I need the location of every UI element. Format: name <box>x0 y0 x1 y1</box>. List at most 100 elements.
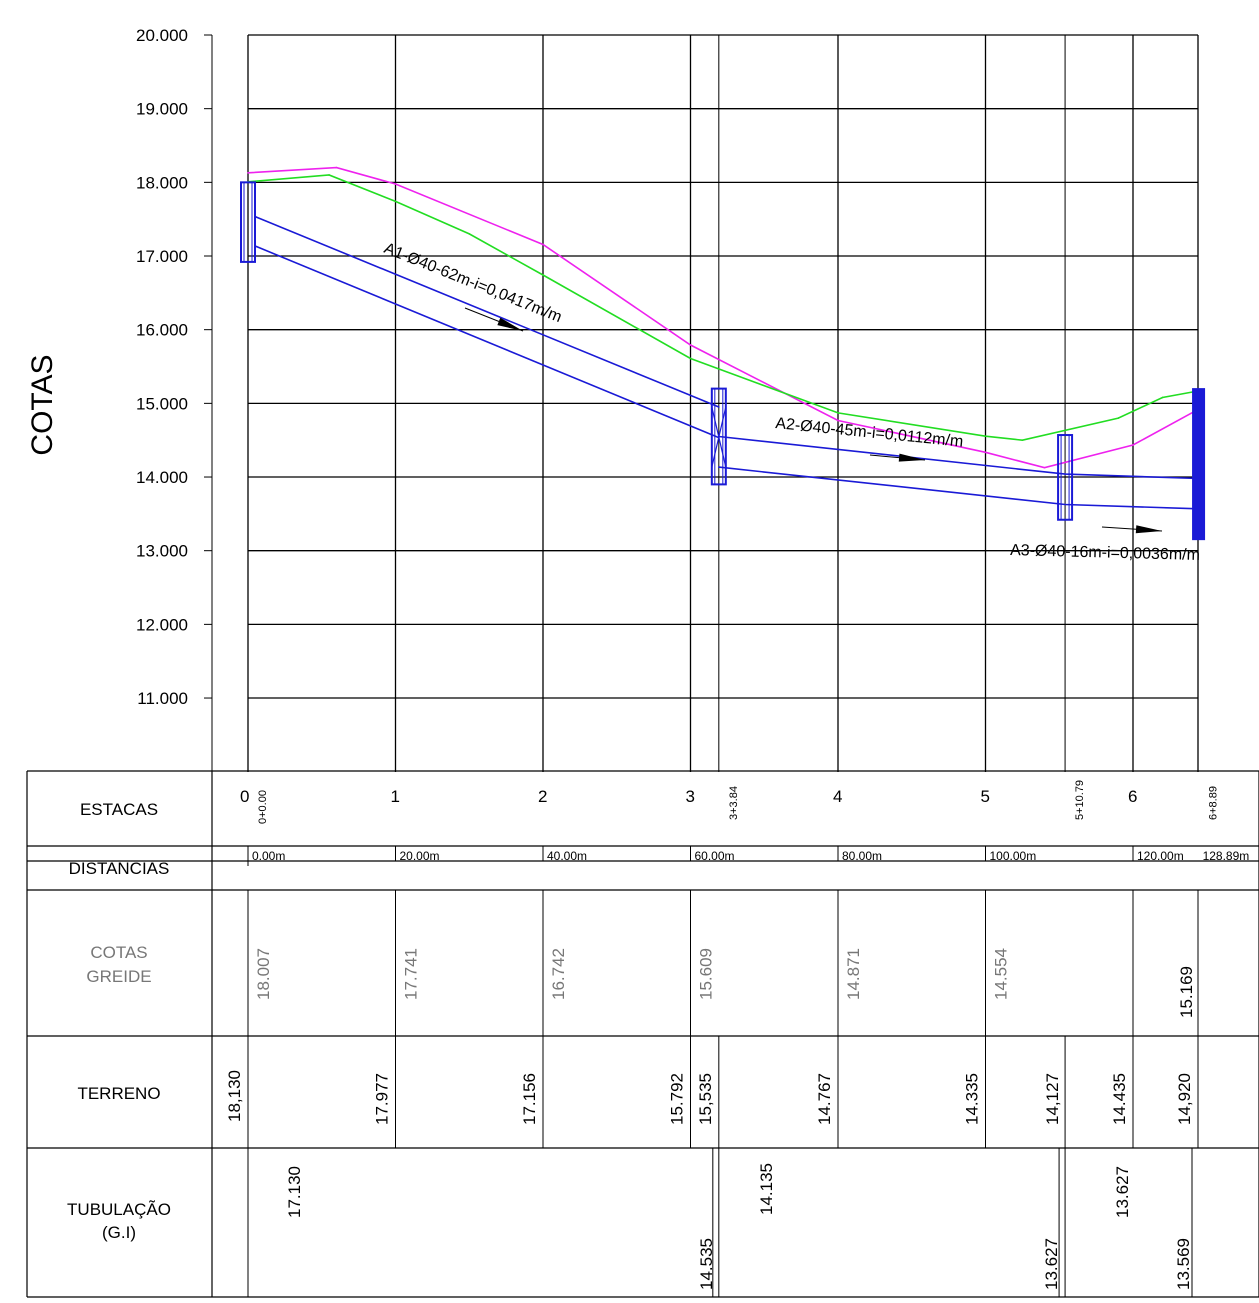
station-label: 3 <box>686 787 695 806</box>
pipe-elevation-value: 14.535 <box>697 1238 716 1290</box>
row-label-distancias: DISTANCIAS <box>69 859 170 878</box>
y-tick-label: 14.000 <box>136 468 188 487</box>
arrow-a3-head <box>1135 525 1162 534</box>
terrain-line-point <box>984 451 987 454</box>
arrow-a1-head <box>497 317 523 331</box>
special-station-label: 5+10.79 <box>1074 780 1086 820</box>
distance-label: 60.00m <box>695 849 735 863</box>
pipe-label-a1: A1-Ø40-62m-i=0,0417m/m <box>382 240 565 326</box>
distance-label: 100.00m <box>990 849 1037 863</box>
y-tick-label: 16.000 <box>136 321 188 340</box>
station-label: 0 <box>240 787 249 806</box>
profile-table: ESTACAS DISTANCIAS COTAS GREIDE TERRENO TUBUL… <box>26 770 1259 1298</box>
y-axis-label: COTAS <box>26 354 59 455</box>
y-tick-label: 12.000 <box>136 615 188 634</box>
grade-line-point <box>394 200 397 203</box>
y-tick-label: 17.000 <box>136 247 188 266</box>
terrain-line-point <box>247 171 249 174</box>
manhole-pv2-cross <box>711 406 727 468</box>
terrain-value: 14.767 <box>815 1073 834 1125</box>
terrain-value: 17.977 <box>373 1073 392 1125</box>
special-station-label: 0+0.00 <box>257 790 269 824</box>
terrain-line-point <box>394 183 397 185</box>
grade-value: 18.007 <box>254 948 273 1000</box>
grade-value: 14.871 <box>844 948 863 1000</box>
manholes <box>240 181 1206 541</box>
pipe-elevation-value: 13.569 <box>1174 1238 1193 1290</box>
y-tick-label: 13.000 <box>136 542 188 561</box>
grade-line-point <box>837 412 839 414</box>
manhole-pv3-inner <box>1060 434 1070 521</box>
manhole-pv2-inner <box>714 388 724 485</box>
arrow-a2-head <box>898 453 925 462</box>
pipe-invert-a2-a3-point <box>718 466 720 468</box>
pipe-top-a2-a3-point <box>1064 473 1066 475</box>
outfall <box>1192 388 1206 541</box>
row-label-terreno: TERRENO <box>77 1084 160 1103</box>
distance-label: 80.00m <box>842 849 882 863</box>
distance-label: 128.89m <box>1203 849 1250 863</box>
pipe-invert-a2-a3-point <box>1064 503 1066 506</box>
grade-value: 15.609 <box>697 948 716 1000</box>
special-station-label: 3+3.84 <box>728 786 740 820</box>
grade-line-point <box>1021 439 1024 441</box>
terrain-value: 14,920 <box>1175 1073 1194 1125</box>
distance-label: 40.00m <box>547 849 587 863</box>
terrain-value: 14.335 <box>963 1073 982 1125</box>
grade-value: 17.741 <box>402 948 421 1000</box>
grade-value: 15.169 <box>1177 966 1196 1018</box>
grade-line-point <box>468 233 471 235</box>
grade-line-point <box>689 357 692 360</box>
pipe-label-a3: A3-Ø40-16m-i=0,0036m/m <box>1010 542 1200 564</box>
terrain-value: 18,130 <box>225 1070 244 1122</box>
pipe-elevation-value: 13.627 <box>1042 1238 1061 1290</box>
row-label-estacas: ESTACAS <box>80 800 158 819</box>
row-label-cotas-greide: GREIDE <box>86 967 151 986</box>
station-label: 4 <box>833 787 842 806</box>
manhole-pv1-inner <box>243 181 253 263</box>
distance-label: 20.00m <box>400 849 440 863</box>
pipe-invert-a2-a3 <box>718 466 1199 510</box>
terrain-line-point <box>542 243 544 246</box>
terrain-line-point <box>1043 466 1046 469</box>
grade-value: 16.742 <box>549 948 568 1000</box>
grade-line-point <box>542 274 544 276</box>
station-label: 2 <box>538 787 547 806</box>
pipe-invert-a1 <box>255 245 720 439</box>
grade-line-point <box>328 174 330 176</box>
terrain-line-point <box>335 166 338 169</box>
pipe-top-a1-point <box>718 406 720 408</box>
station-label: 5 <box>981 787 990 806</box>
terrain-line-point <box>1132 444 1134 446</box>
special-station-label: 6+8.89 <box>1208 786 1220 820</box>
y-tick-label: 19.000 <box>136 100 188 119</box>
station-label: 6 <box>1128 787 1137 806</box>
row-label-tubulacao: (G.I) <box>102 1223 136 1242</box>
terrain-line-point <box>689 344 692 346</box>
profile-series <box>247 166 1200 510</box>
terrain-value: 14,127 <box>1043 1073 1062 1125</box>
station-label: 1 <box>391 787 400 806</box>
pipe-elevation-value: 13.627 <box>1113 1166 1132 1218</box>
y-tick-label: 20.000 <box>136 26 188 45</box>
terrain-value: 15,535 <box>696 1073 715 1125</box>
grade-value: 14.554 <box>992 948 1011 1000</box>
grade-line-point <box>1161 396 1164 399</box>
y-tick-label: 11.000 <box>137 689 188 708</box>
y-tick-label: 15.000 <box>136 394 188 413</box>
terrain-value: 15.792 <box>668 1073 687 1125</box>
distance-label: 120.00m <box>1137 849 1184 863</box>
row-label-cotas-greide: COTAS <box>90 943 147 962</box>
terrain-line <box>247 166 1199 469</box>
pipe-elevation-value: 14.135 <box>757 1163 776 1215</box>
grade-line-point <box>1117 417 1120 419</box>
pipe-elevation-value: 17.130 <box>285 1166 304 1218</box>
y-tick-label: 18.000 <box>136 173 188 192</box>
y-axis-ticks: 20.000 19.000 18.000 17.000 16.000 15.000 14.0… <box>136 26 188 708</box>
terrain-value: 14.435 <box>1110 1073 1129 1125</box>
terrain-value: 17.156 <box>520 1073 539 1125</box>
pipe-top-a1 <box>255 216 720 408</box>
distance-label: 0.00m <box>252 849 285 863</box>
grade-line <box>247 174 1199 442</box>
